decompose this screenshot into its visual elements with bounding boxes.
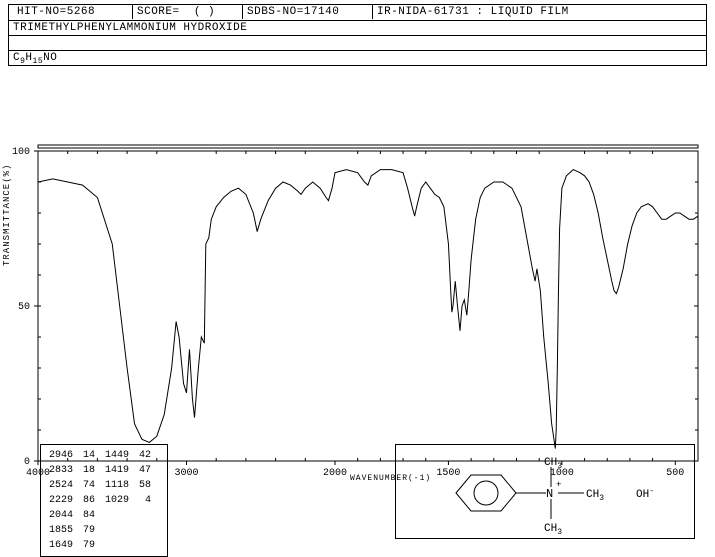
nitrogen-label: N	[546, 487, 553, 501]
ch3-bottom: CH3	[544, 523, 562, 537]
spacer-row	[8, 36, 707, 50]
hit-no-cell: HIT-NO=5268	[13, 5, 133, 19]
score-cell: SCORE= ( )	[133, 5, 243, 19]
svg-text:2000: 2000	[323, 468, 347, 479]
ch3-right: CH3	[586, 489, 604, 503]
peak-table: 2946141449422833181419472524741118582229…	[40, 444, 168, 557]
compound-name-row: TRIMETHYLPHENYLAMMONIUM HYDROXIDE	[8, 20, 707, 36]
sdbs-cell: SDBS-NO=17140	[243, 5, 373, 19]
y-axis-label: TRANSMITTANCE(%)	[2, 164, 12, 266]
svg-text:100: 100	[12, 147, 30, 158]
svg-text:3000: 3000	[174, 468, 198, 479]
header-top-row: HIT-NO=5268 SCORE= ( ) SDBS-NO=17140 IR-…	[8, 4, 707, 20]
svg-text:0: 0	[24, 457, 30, 468]
ir-info-cell: IR-NIDA-61731 : LIQUID FILM	[373, 5, 702, 19]
molecular-structure: N + CH3 CH3 CH3 OH-	[395, 444, 695, 539]
ch3-top: CH3	[544, 457, 562, 471]
svg-text:50: 50	[18, 302, 30, 313]
formula-row: C9H15NO	[8, 50, 707, 66]
hydroxide-label: OH-	[636, 487, 654, 501]
plus-charge: +	[556, 480, 561, 490]
